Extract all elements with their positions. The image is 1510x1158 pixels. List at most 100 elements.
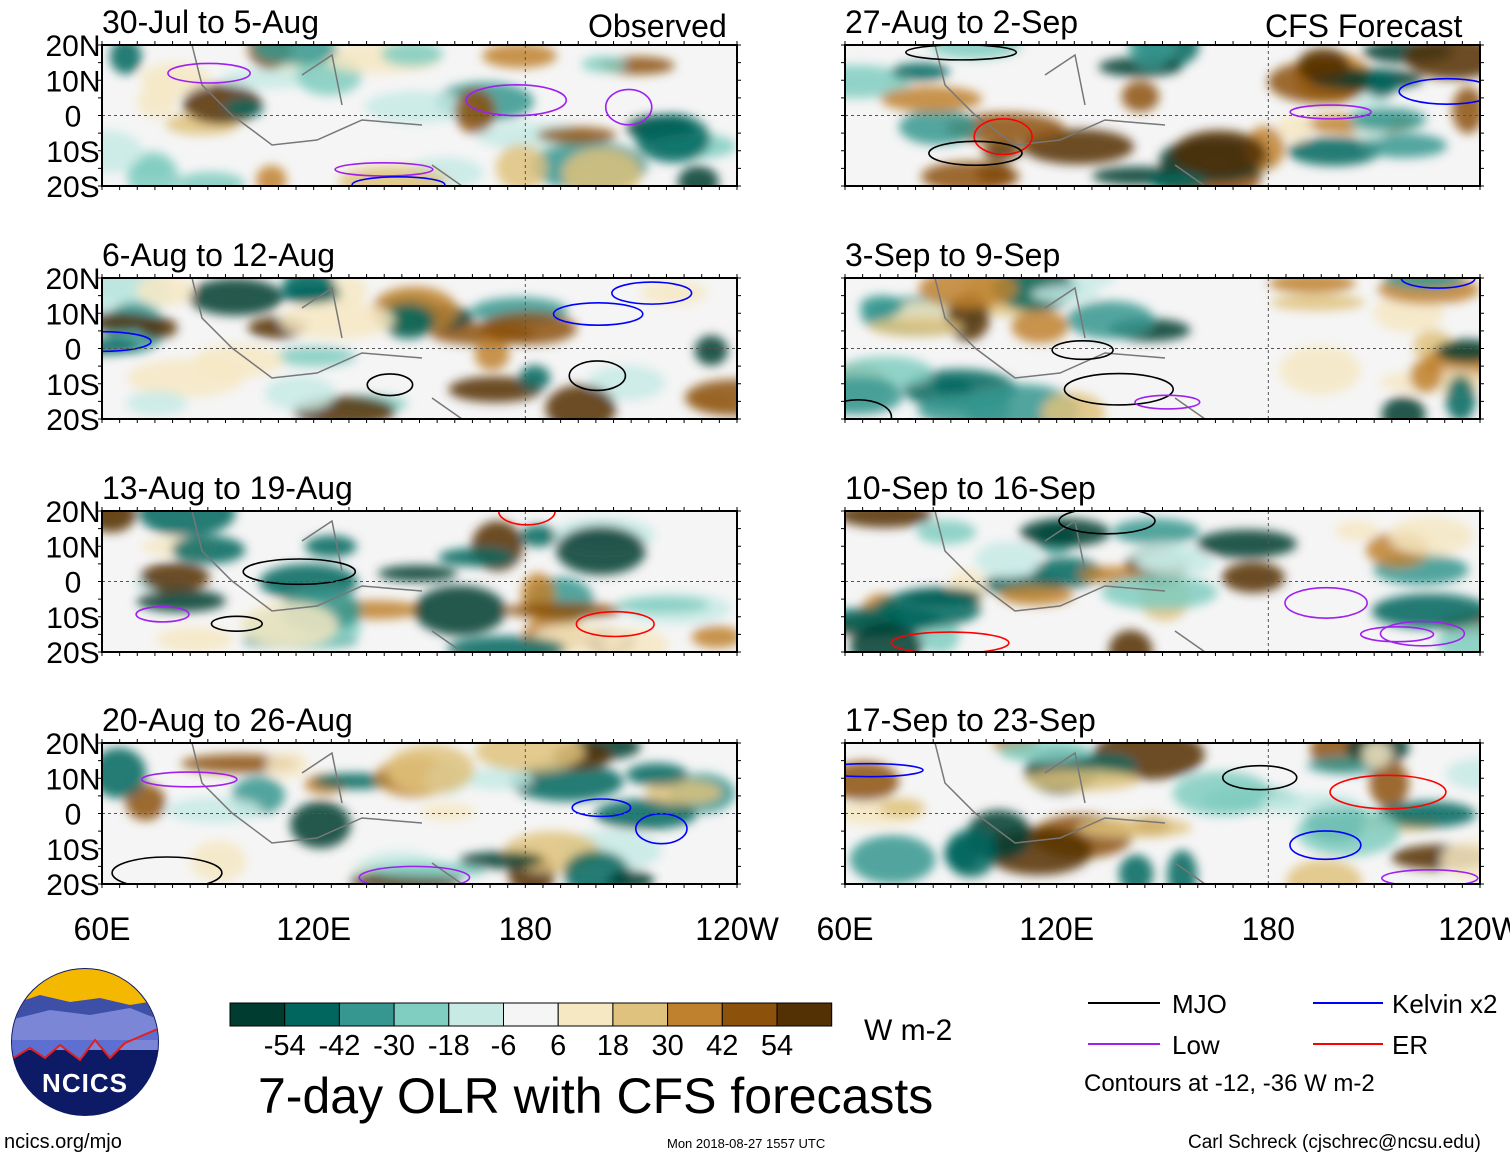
observed-label: Observed: [588, 8, 727, 44]
wave-contour: [1329, 774, 1447, 810]
olr-anomaly-cell: [1360, 133, 1448, 158]
olr-anomaly-cell: [1172, 130, 1267, 176]
olr-anomaly-cell: [279, 301, 396, 339]
olr-anomaly-cell: [1066, 300, 1155, 339]
olr-anomaly-cell: [916, 520, 977, 545]
lat-tick-label: 10S: [46, 602, 99, 635]
olr-anomaly-cell: [935, 379, 972, 397]
colorbar-swatch: [284, 1002, 340, 1027]
olr-anomaly-cell: [495, 144, 547, 186]
wave-contour: [973, 118, 1033, 156]
colorbar-swatch: [557, 1002, 614, 1027]
olr-anomaly-cell: [266, 751, 309, 779]
olr-anomaly-cell: [132, 160, 170, 179]
colorbar: -54 -42 -30 -18 -6 6 18 30 42 54: [229, 1002, 833, 1062]
olr-anomaly-cell: [1436, 339, 1480, 363]
olr-anomaly-cell: [459, 851, 544, 869]
wave-contour: [351, 176, 446, 186]
olr-anomaly-cell: [188, 278, 284, 316]
olr-anomaly-cell: [480, 312, 578, 345]
wave-contour: [575, 610, 655, 638]
olr-anomaly-cell: [253, 45, 338, 66]
olr-anomaly-cell: [290, 801, 351, 849]
olr-anomaly-cell: [171, 535, 246, 564]
olr-anomaly-cell: [1409, 359, 1443, 393]
olr-anomaly-cell: [313, 773, 397, 790]
colorbar-swatch: [667, 1002, 723, 1027]
olr-anomaly-cell: [438, 547, 515, 567]
olr-anomaly-cell: [102, 747, 147, 799]
wave-contour: [611, 281, 693, 305]
timestamp: Mon 2018-08-27 1557 UTC: [667, 1136, 825, 1151]
lat-tick-label: 0: [65, 334, 82, 367]
wave-contour: [210, 615, 263, 633]
colorbar-tick-label: -18: [428, 1030, 470, 1062]
coastline: [934, 278, 1206, 419]
panel-date-range: 3-Sep to 9-Sep: [845, 237, 1060, 273]
olr-anomaly-cell: [126, 390, 188, 416]
colorbar-swatch: [229, 1002, 286, 1027]
olr-anomaly-cell: [1025, 769, 1141, 791]
olr-anomaly-cell: [982, 143, 1022, 160]
olr-anomaly-cell: [420, 802, 476, 821]
olr-anomaly-cell: [1297, 47, 1350, 83]
olr-anomaly-cell: [1067, 278, 1116, 288]
olr-anomaly-cell: [556, 525, 646, 575]
coastline: [934, 511, 1206, 652]
olr-anomaly-cell: [377, 565, 458, 582]
olr-anomaly-cell: [998, 585, 1074, 606]
olr-anomaly-cell: [626, 762, 688, 787]
olr-anomaly-cell: [474, 337, 510, 371]
panel-date-range: 17-Sep to 23-Sep: [845, 702, 1096, 738]
olr-anomaly-cell: [281, 284, 341, 304]
figure-title: 7-day OLR with CFS forecasts: [258, 1068, 933, 1124]
olr-anomaly-cell: [509, 762, 624, 802]
olr-anomaly-cell: [1172, 771, 1272, 816]
olr-anomaly-cell: [102, 511, 137, 533]
olr-anomaly-cell: [503, 602, 622, 619]
olr-anomaly-cell: [1296, 807, 1401, 857]
lat-tick-label: 20S: [46, 869, 99, 902]
lon-tick-label: 60E: [74, 911, 131, 947]
lat-tick-label: 10S: [46, 136, 99, 169]
ncics-logo: NCICS: [11, 968, 159, 1116]
wave-contour: [845, 398, 893, 419]
olr-anomaly-cell: [1334, 520, 1380, 541]
olr-anomaly-cell: [304, 535, 357, 558]
olr-anomaly-cell: [274, 346, 356, 367]
map-panel: 10-Sep to 16-Sep: [841, 470, 1484, 656]
olr-anomaly-cell: [640, 280, 707, 305]
olr-anomaly-cell: [1388, 516, 1474, 556]
olr-anomaly-cell: [845, 761, 899, 802]
wave-contour: [1381, 869, 1479, 884]
olr-anomaly-cell: [1445, 375, 1476, 419]
olr-anomaly-cell: [1118, 854, 1154, 884]
olr-anomaly-cell: [607, 870, 654, 884]
olr-anomaly-cell: [878, 798, 926, 818]
olr-anomaly-cell: [545, 384, 616, 419]
olr-anomaly-cell: [1361, 743, 1392, 769]
olr-anomaly-cell: [1350, 107, 1427, 132]
logo-text: NCICS: [42, 1068, 128, 1098]
legend-label-kelvin: Kelvin x2: [1392, 989, 1498, 1019]
olr-anomaly-cell: [140, 317, 178, 339]
olr-anomaly-cell: [691, 625, 737, 649]
olr-anomaly-cell: [240, 602, 339, 649]
olr-anomaly-cell: [849, 623, 924, 652]
wave-contour: [552, 302, 644, 327]
wave-contour: [928, 140, 1023, 167]
colorbar-swatch: [448, 1002, 504, 1027]
lon-tick-label: 120W: [1438, 911, 1510, 947]
wave-contour: [1289, 104, 1372, 120]
panel-date-range: 20-Aug to 26-Aug: [102, 702, 353, 738]
olr-anomaly-cell: [1108, 630, 1153, 652]
wave-contour: [845, 762, 924, 778]
olr-anomaly-cell: [1128, 542, 1202, 567]
lon-tick-label: 120W: [695, 911, 779, 947]
colorbar-swatch: [776, 1002, 833, 1027]
colorbar-swatch: [503, 1002, 559, 1027]
olr-anomaly-cell: [1196, 529, 1297, 559]
olr-anomaly-cell: [109, 45, 142, 75]
olr-anomaly-cell: [920, 161, 1020, 186]
